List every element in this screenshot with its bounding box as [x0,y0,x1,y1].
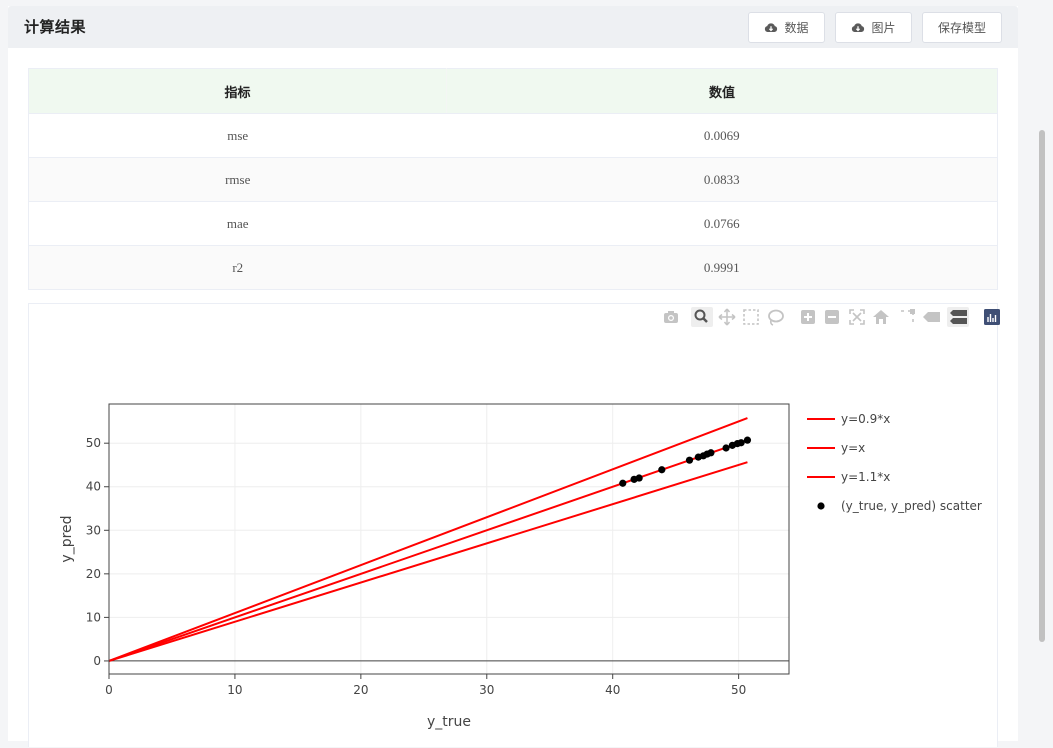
x-tick-label: 40 [605,683,620,697]
y-tick-label: 0 [93,654,101,668]
zoom-in-icon[interactable] [801,310,815,324]
scatter-chart: 0 10 20 30 40 50 0 10 20 30 40 50 y_true y_pred y=0.9*… [59,403,982,730]
scatter-point [635,474,643,482]
page-scrollbar[interactable] [1036,122,1048,741]
reset-axes-icon[interactable] [873,310,889,324]
table-header-row: 指标 数值 [28,68,998,114]
value-cell: 0.9991 [446,245,998,290]
download-data-button[interactable]: 数据 [748,12,825,43]
lasso-select-icon[interactable] [768,309,784,326]
metric-cell: rmse [28,157,447,202]
y-tick-label: 20 [86,567,101,581]
value-cell: 0.0766 [446,201,998,246]
table-row: mse 0.0069 [28,113,998,158]
legend-label: y=0.9*x [841,412,890,426]
scatter-point [743,436,752,444]
pan-icon[interactable] [718,308,736,326]
metric-cell: r2 [28,245,447,290]
legend-label: y=x [841,441,865,455]
y-tick-label: 30 [86,523,101,537]
box-select-icon[interactable] [743,309,759,325]
scatter-point [685,456,694,464]
x-tick-label: 50 [731,683,746,697]
hover-compare-icon[interactable] [947,307,969,327]
scatter-point [619,479,627,487]
value-cell: 0.0833 [446,157,998,202]
save-model-label: 保存模型 [937,21,986,35]
download-image-label: 图片 [871,21,896,35]
table-row: mae 0.0766 [28,201,998,246]
legend-swatch-marker [817,502,825,510]
zoom-out-icon[interactable] [825,310,839,324]
series-line-2 [108,461,748,662]
cloud-download-icon [765,23,778,32]
y-axis-label: y_pred [59,515,75,562]
hover-closest-icon[interactable] [923,312,940,322]
table-row: rmse 0.0833 [28,157,998,202]
x-tick-label: 20 [353,683,368,697]
download-image-button[interactable]: 图片 [835,12,912,43]
x-axis-label: y_true [427,714,471,730]
zoom-icon[interactable] [691,307,713,327]
legend-label: y=1.1*x [841,470,890,484]
chart-container: 0 10 20 30 40 50 0 10 20 30 40 50 y_true y_pred y=0.9*… [28,303,1000,747]
plot-modebar [664,307,1000,327]
scatter-point [707,449,715,457]
x-tick-label: 0 [105,683,113,697]
x-tick-label: 30 [479,683,494,697]
y-tick-label: 10 [86,610,101,624]
column-header-metric: 指标 [28,68,447,114]
plot-frame [108,403,790,675]
plotly-logo-icon[interactable] [984,309,1000,325]
scatter-point [737,439,745,447]
value-cell: 0.0069 [446,113,998,158]
download-data-label: 数据 [784,21,809,35]
spike-lines-icon[interactable] [901,309,915,324]
scatter-point [658,466,666,474]
result-panel: 计算结果 数据 图片 保存模型 指标 数值 [8,6,1018,747]
series-line-0 [108,417,748,662]
table-row: r2 0.9991 [28,245,998,290]
panel-title: 计算结果 [24,18,87,36]
panel-header: 计算结果 数据 图片 保存模型 [8,6,1018,48]
metric-cell: mse [28,113,447,158]
series-line-1 [108,439,748,662]
save-model-button[interactable]: 保存模型 [922,12,1002,43]
scatter-point [722,444,730,452]
legend-label: (y_true, y_pred) scatter [841,499,982,513]
x-tick-label: 10 [227,683,242,697]
y-tick-label: 50 [86,436,101,450]
scrollbar-thumb[interactable] [1039,130,1045,642]
y-tick-label: 40 [86,480,101,494]
metrics-table: 指标 数值 mse 0.0069 rmse 0.0833 mae 0.0766 … [28,68,998,290]
column-header-value: 数值 [445,68,998,114]
autoscale-icon[interactable] [849,309,865,325]
cloud-download-icon [852,23,865,32]
camera-icon[interactable] [664,311,678,323]
metric-cell: mae [28,201,447,246]
